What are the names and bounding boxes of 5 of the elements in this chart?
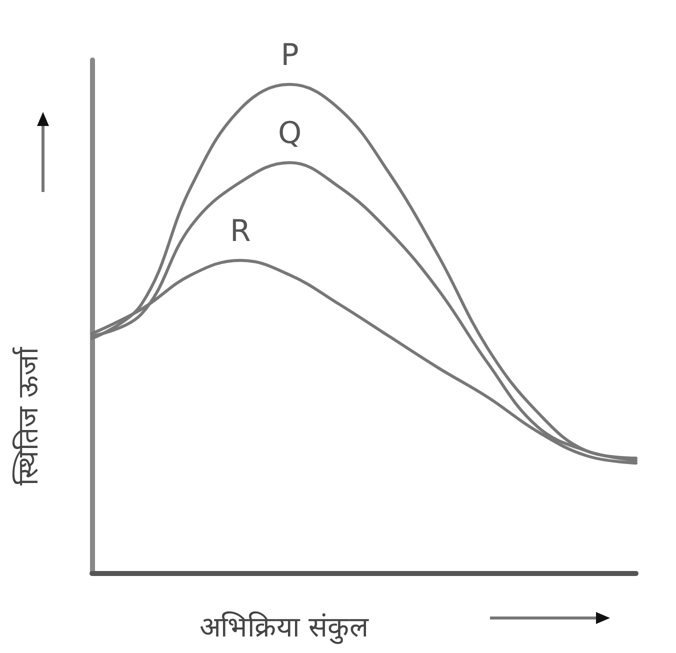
series-label: R	[230, 214, 251, 249]
y-axis-title: स्थितिज ऊर्जा	[12, 346, 44, 486]
series-label: P	[280, 38, 299, 73]
series-label: Q	[278, 116, 302, 152]
x-axis-title: अभिक्रिया संकुल	[200, 610, 370, 644]
